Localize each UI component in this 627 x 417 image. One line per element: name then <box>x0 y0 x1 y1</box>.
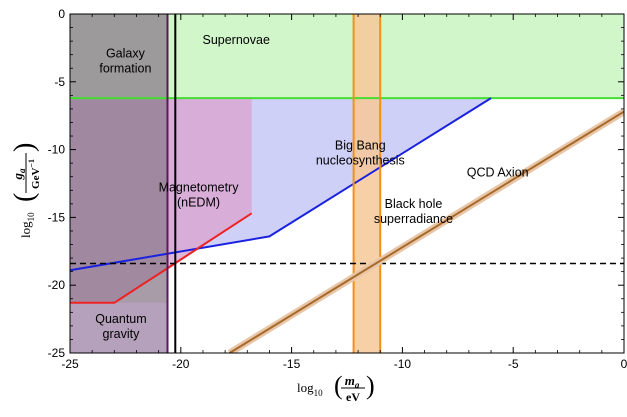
y-tick-label: -10 <box>48 143 66 157</box>
y-tick-label: -5 <box>54 75 65 89</box>
y-axis-paren-close: ) <box>9 143 40 152</box>
exclusion-regions <box>70 14 624 353</box>
y-tick-label: -25 <box>48 346 66 360</box>
axis-ticks: -25 -20 -15 -10 -5 0 0 -5 -10 -15 -20 -25 <box>48 7 627 371</box>
y-axis-numerator: ga <box>10 168 27 181</box>
qcd-axion-line <box>229 110 624 353</box>
bbn-bound-line <box>70 97 492 272</box>
x-tick-label: -5 <box>508 357 519 371</box>
x-tick-label: 0 <box>621 357 627 371</box>
boundary-lines <box>70 14 624 353</box>
x-axis-log-text: log10 <box>297 380 323 398</box>
black-hole-label: Black hole superradiance <box>374 197 453 226</box>
black-hole-region <box>353 14 381 353</box>
x-axis-paren-close: ) <box>366 371 375 400</box>
qcd-axion-label: QCD Axion <box>467 166 529 180</box>
x-tick-label: -20 <box>172 357 190 371</box>
supernovae-label: Supernovae <box>202 33 269 47</box>
y-tick-label: -15 <box>48 210 66 224</box>
magnetometry-label: Magnetometry (nEDM) <box>159 181 240 210</box>
quantum-gravity-region <box>70 302 168 353</box>
y-axis-log-text: log10 <box>18 212 36 238</box>
quantum-gravity-label: Quantum gravity <box>95 312 146 341</box>
nedm-bound-line <box>70 212 253 304</box>
x-tick-label: -15 <box>283 357 301 371</box>
x-axis-denominator: eV <box>346 390 360 404</box>
x-tick-label: -25 <box>61 357 79 371</box>
y-tick-label: -20 <box>48 278 66 292</box>
supernovae-region <box>70 14 624 99</box>
y-axis-label: log10 ( ga GeV−1) <box>9 143 42 238</box>
bbn-label: Big Bang nucleosynthesis <box>316 139 405 168</box>
x-tick-label: -10 <box>394 357 412 371</box>
y-axis-denominator: GeV−1 <box>27 159 42 189</box>
x-axis-numerator: ma <box>345 373 360 390</box>
y-axis-paren-open: ( <box>9 193 40 202</box>
plot-frame <box>69 13 625 354</box>
galaxy-label: Galaxy formation <box>99 46 151 75</box>
x-axis-paren-open: ( <box>334 371 343 400</box>
region-labels: Supernovae Big Bang nucleosynthesis Magneto… <box>95 33 528 341</box>
y-tick-label: 0 <box>58 7 65 21</box>
